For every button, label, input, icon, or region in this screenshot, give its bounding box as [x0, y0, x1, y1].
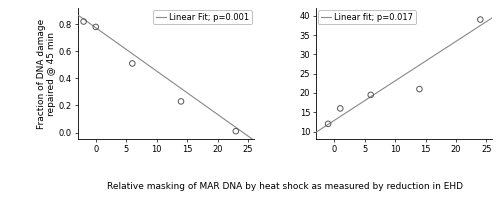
Point — [128, 62, 136, 65]
Legend: Linear Fit; p=0.001: Linear Fit; p=0.001 — [153, 11, 252, 24]
Point — [476, 18, 484, 21]
Point — [366, 93, 374, 97]
Legend: Linear fit; p=0.017: Linear fit; p=0.017 — [318, 11, 416, 24]
Point — [416, 88, 424, 91]
Point — [177, 100, 185, 103]
Point — [92, 25, 100, 28]
Text: Relative masking of MAR DNA by heat shock as measured by reduction in EHD: Relative masking of MAR DNA by heat shoc… — [107, 182, 463, 191]
Y-axis label: Fraction of DNA damage
repaired @ 45 min: Fraction of DNA damage repaired @ 45 min — [36, 19, 56, 129]
Point — [324, 122, 332, 125]
Point — [232, 130, 240, 133]
Point — [336, 107, 344, 110]
Point — [80, 20, 88, 23]
